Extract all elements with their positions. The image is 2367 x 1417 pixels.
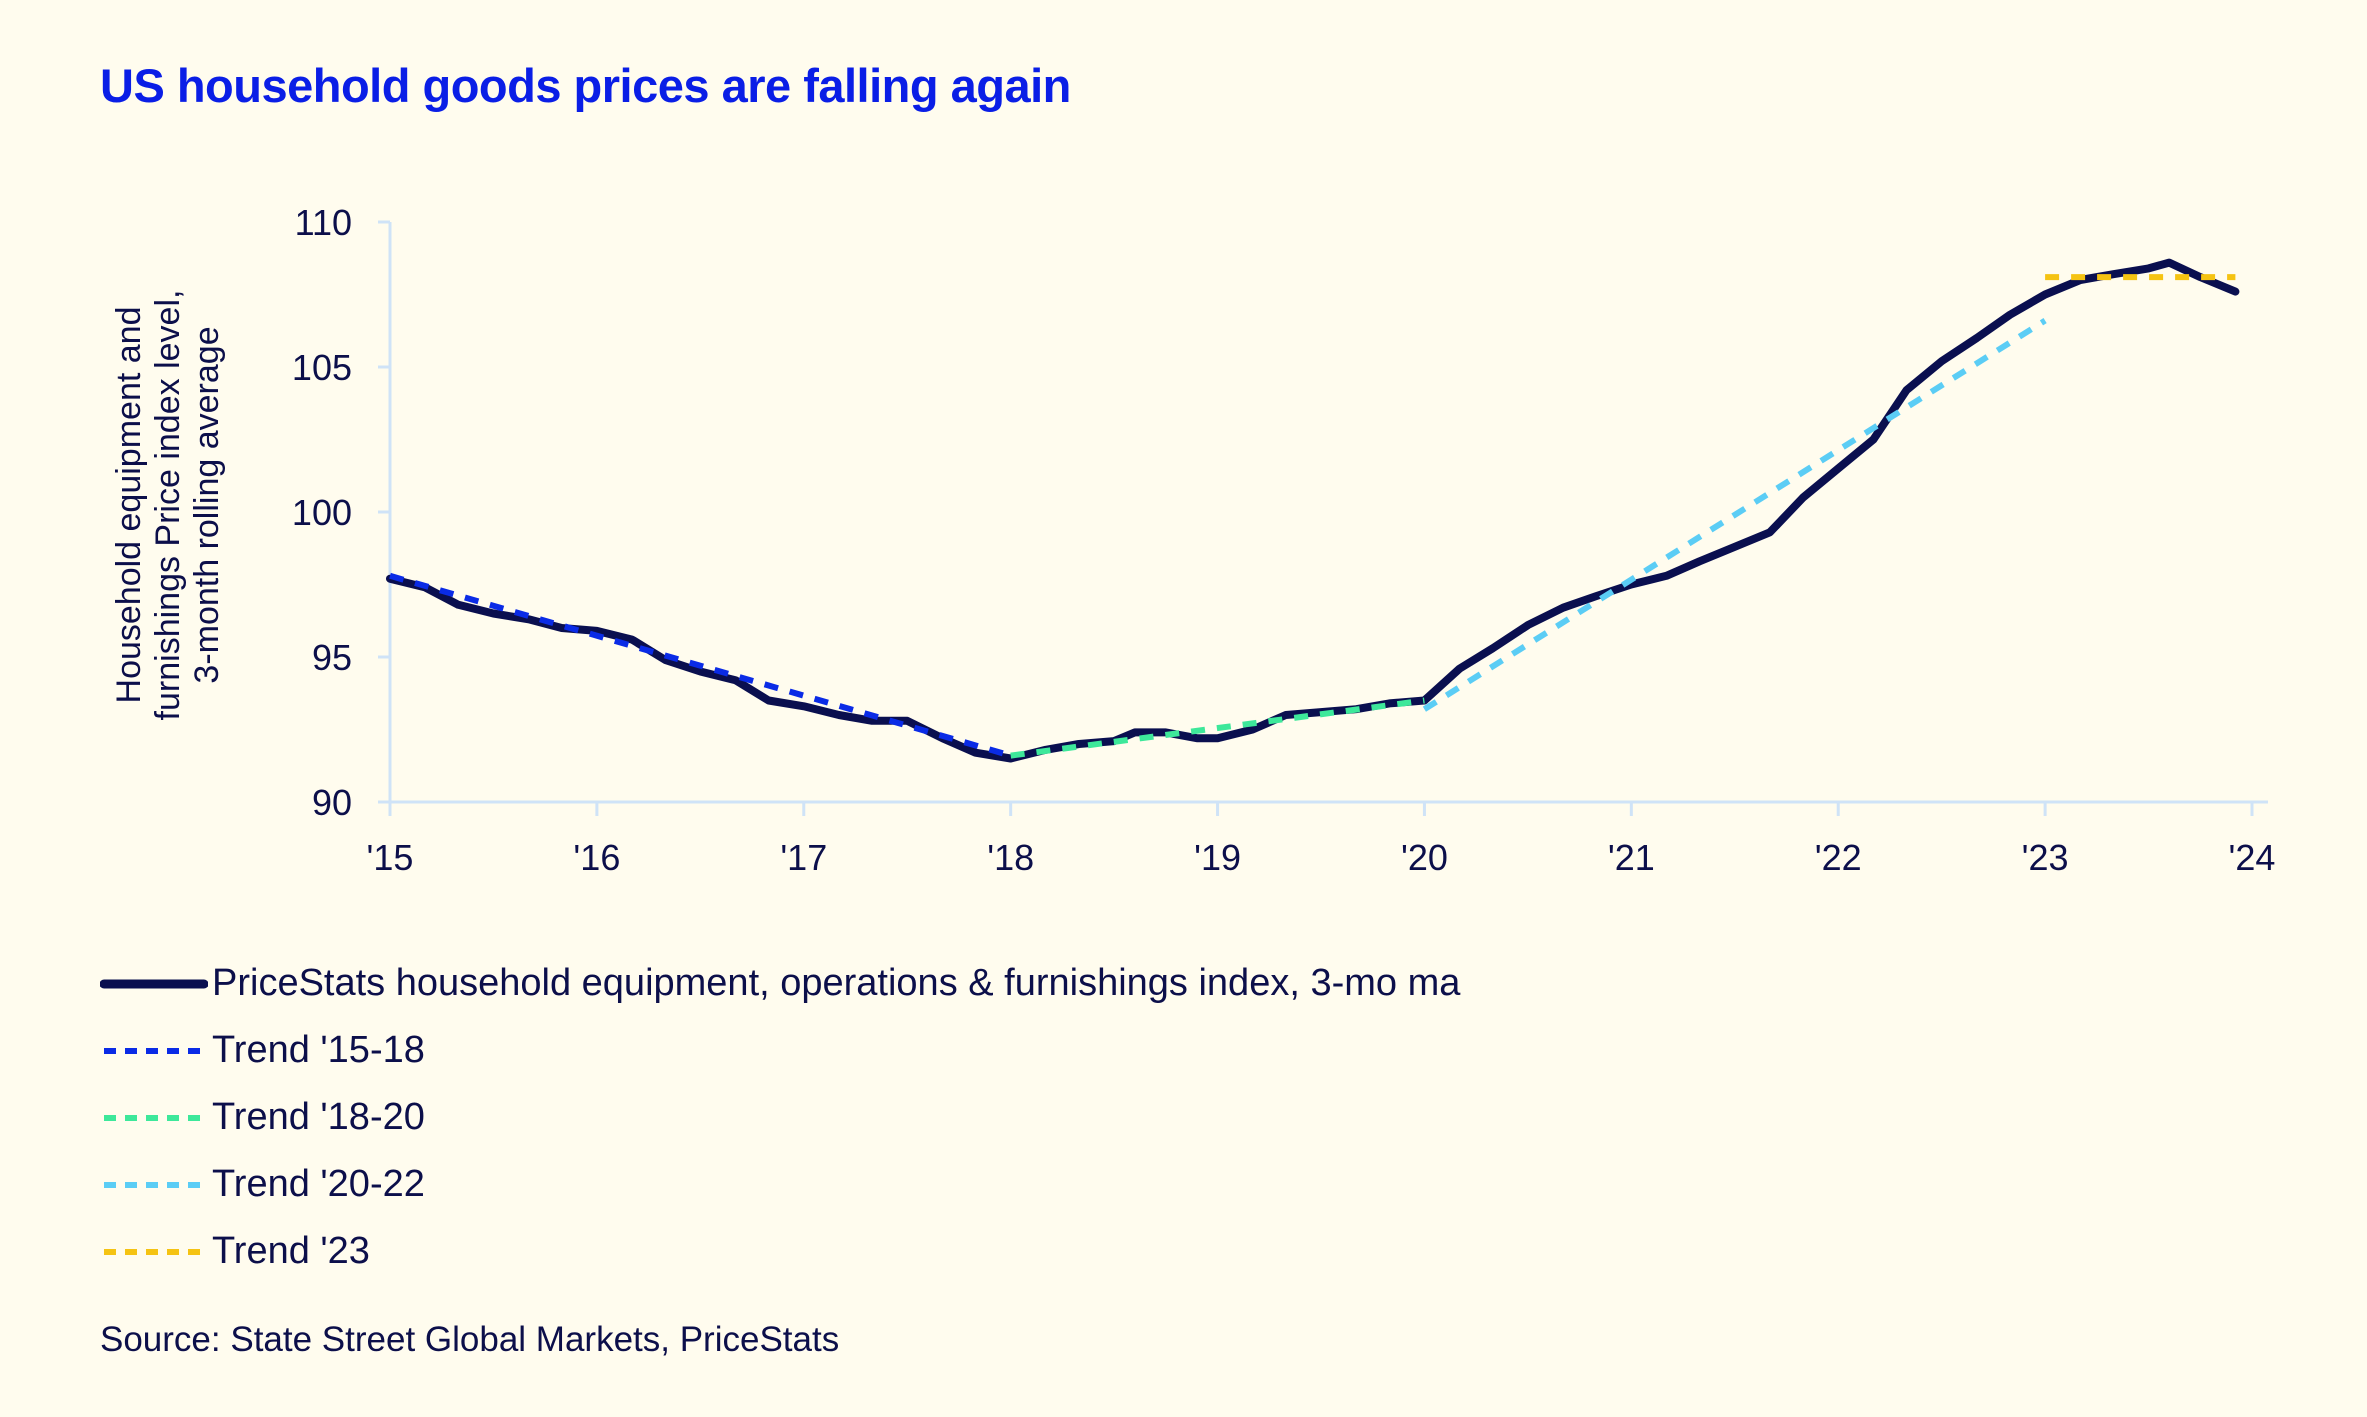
series-line-pricestats xyxy=(386,258,2240,763)
legend-item: Trend '20-22 xyxy=(100,1151,1460,1218)
legend-item: Trend '23 xyxy=(100,1218,1460,1285)
y-axis-label: Household equipment and furnishings Price… xyxy=(110,290,226,721)
series-line-trend-3 xyxy=(1422,318,2047,712)
legend-item: PriceStats household equipment, operatio… xyxy=(100,950,1460,1017)
x-tick-labels: '15 '16 '17 '18 '19 '20 '21 '22 '23 '24 xyxy=(367,837,2276,878)
legend-label: Trend '23 xyxy=(212,1230,370,1272)
legend-swatch xyxy=(104,1047,204,1054)
chart-title: US household goods prices are falling ag… xyxy=(100,59,1071,112)
x-tick-label: '22 xyxy=(1815,837,1862,878)
series-layer xyxy=(386,258,2240,763)
y-tick-label: 110 xyxy=(295,202,352,243)
x-tick-label: '16 xyxy=(573,837,620,878)
x-tick-label: '15 xyxy=(367,837,414,878)
legend-label: Trend '20-22 xyxy=(212,1163,425,1205)
x-tick-label: '23 xyxy=(2022,837,2069,878)
y-axis-label-line: 3-month rolling average xyxy=(188,326,226,683)
y-tick-label: 90 xyxy=(312,782,352,823)
legend-swatch xyxy=(104,1181,204,1188)
axes xyxy=(378,220,2268,816)
legend-item: Trend '18-20 xyxy=(100,1084,1460,1151)
y-axis-label-group: Household equipment and furnishings Price… xyxy=(110,290,226,721)
y-tick-labels: 90 95 100 105 110 xyxy=(292,202,352,823)
legend-item: Trend '15-18 xyxy=(100,1017,1460,1084)
source-note: Source: State Street Global Markets, Pri… xyxy=(100,1320,840,1359)
legend: PriceStats household equipment, operatio… xyxy=(100,950,1460,1285)
x-tick-label: '18 xyxy=(987,837,1034,878)
legend-swatch xyxy=(104,1114,204,1121)
y-axis-label-line: Household equipment and xyxy=(110,307,148,704)
x-tick-label: '19 xyxy=(1194,837,1241,878)
series-line-trend-1 xyxy=(389,572,1012,759)
legend-label: Trend '18-20 xyxy=(212,1096,425,1138)
y-tick-label: 105 xyxy=(292,347,352,388)
x-tick-label: '24 xyxy=(2229,837,2276,878)
legend-swatch xyxy=(100,979,208,988)
legend-label: PriceStats household equipment, operatio… xyxy=(212,962,1461,1004)
legend-swatch xyxy=(104,1248,204,1255)
y-tick-label: 95 xyxy=(312,637,352,678)
x-tick-label: '20 xyxy=(1401,837,1448,878)
y-axis-label-line: furnishings Price index level, xyxy=(149,290,187,721)
x-tick-label: '21 xyxy=(1608,837,1655,878)
y-tick-label: 100 xyxy=(292,492,352,533)
x-tick-label: '17 xyxy=(780,837,827,878)
legend-label: Trend '15-18 xyxy=(212,1029,425,1071)
series-line-trend-2 xyxy=(1010,697,1425,759)
